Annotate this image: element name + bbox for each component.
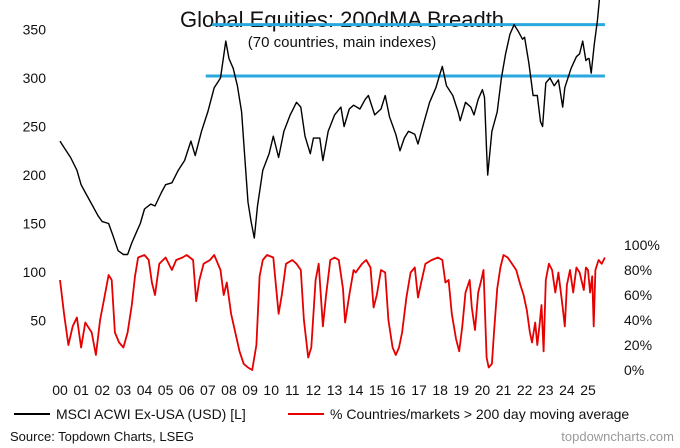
left-tick-label: 350 [23, 22, 47, 38]
x-tick-label: 14 [348, 382, 364, 398]
resistance-lines [205, 23, 605, 78]
x-tick-label: 04 [137, 382, 153, 398]
right-tick-label: 40% [624, 312, 652, 328]
series-layer [59, 0, 606, 371]
x-tick-label: 03 [116, 382, 132, 398]
x-tick-label: 20 [475, 382, 491, 398]
x-tick-label: 22 [517, 382, 533, 398]
x-tick-label: 19 [453, 382, 469, 398]
source-note: Source: Topdown Charts, LSEG [10, 429, 194, 444]
x-tick-label: 01 [73, 382, 89, 398]
x-tick-label: 12 [306, 382, 322, 398]
left-tick-label: 250 [23, 119, 47, 135]
legend: MSCI ACWI Ex-USA (USD) [L] % Countries/m… [14, 406, 629, 422]
x-tick-label: 07 [200, 382, 216, 398]
right-tick-label: 20% [624, 337, 652, 353]
x-tick-label: 23 [538, 382, 554, 398]
right-axis: 0% 20% 40% 60% 80% 100% [624, 237, 660, 378]
x-tick-label: 17 [411, 382, 427, 398]
right-tick-label: 0% [624, 362, 644, 378]
x-tick-label: 06 [179, 382, 195, 398]
series-line-breadth-pct [59, 254, 606, 371]
chart-subtitle: (70 countries, main indexes) [248, 34, 436, 51]
legend-label-msci: MSCI ACWI Ex-USA (USD) [L] [56, 406, 246, 422]
left-tick-label: 100 [23, 264, 47, 280]
x-tick-label: 25 [580, 382, 596, 398]
right-tick-label: 100% [624, 237, 660, 253]
left-tick-label: 50 [30, 313, 46, 329]
series-line-msci-acwi-ex-usa [59, 0, 601, 256]
x-tick-label: 05 [158, 382, 174, 398]
x-tick-label: 24 [559, 382, 575, 398]
watermark: topdowncharts.com [561, 429, 674, 444]
right-tick-label: 60% [624, 287, 652, 303]
x-tick-label: 21 [496, 382, 512, 398]
x-tick-label: 02 [94, 382, 110, 398]
x-tick-label: 16 [390, 382, 406, 398]
x-tick-label: 15 [369, 382, 385, 398]
left-axis: 50100150200250300350400 [23, 22, 47, 329]
x-tick-label: 11 [285, 382, 300, 398]
x-tick-label: 00 [52, 382, 68, 398]
x-tick-label: 18 [432, 382, 448, 398]
left-tick-label: 150 [23, 216, 47, 232]
chart-title: Global Equities: 200dMA Breadth [180, 7, 504, 32]
left-tick-label: 300 [23, 70, 47, 86]
x-tick-label: 13 [327, 382, 343, 398]
x-tick-label: 10 [263, 382, 279, 398]
x-tick-label: 09 [242, 382, 258, 398]
left-tick-label: 200 [23, 167, 47, 183]
legend-label-breadth: % Countries/markets > 200 day moving ave… [330, 406, 629, 422]
x-axis: 00 01 02 03 04 05 06 07 08 09 10 11 12 13 14 15 16 17 18 19… [52, 382, 596, 398]
right-tick-label: 80% [624, 262, 652, 278]
x-tick-label: 08 [221, 382, 237, 398]
